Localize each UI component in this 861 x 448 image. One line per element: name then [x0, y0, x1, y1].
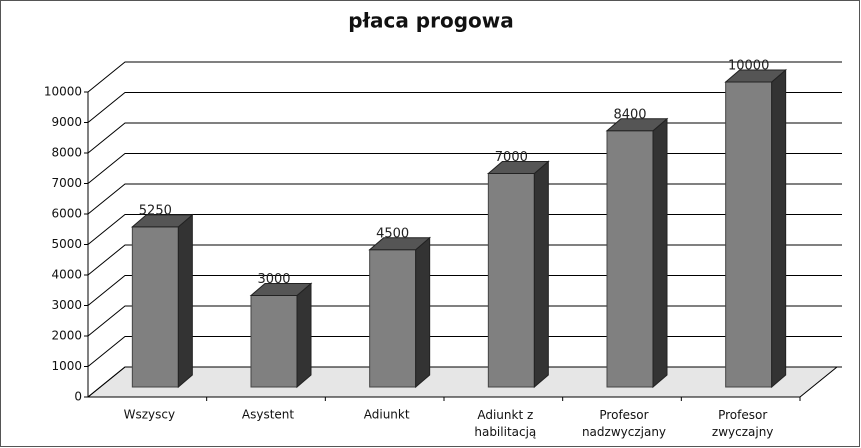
y-tick-label: 4000: [51, 268, 82, 282]
grid-line: [87, 275, 842, 306]
bar: [487, 173, 535, 388]
y-tick-label: 1000: [51, 359, 82, 373]
x-tick-label: Asystent: [242, 408, 295, 422]
bar-side: [177, 213, 193, 389]
bar: [725, 81, 773, 388]
grid-line: [87, 305, 842, 337]
bar: [131, 226, 179, 388]
y-tick-label: 5000: [51, 237, 82, 251]
bar-top: [605, 118, 669, 132]
bar-side: [771, 68, 787, 389]
y-tick-label: 3000: [51, 298, 82, 312]
x-tick-label: Adiunkt: [364, 408, 410, 422]
grid-line: [87, 92, 842, 123]
value-label: 4500: [376, 226, 409, 241]
y-tick-label: 6000: [51, 207, 82, 221]
grid-line: [87, 153, 842, 184]
y-tick-label: 9000: [51, 115, 82, 129]
value-label: 8400: [613, 107, 646, 122]
bar-top: [249, 283, 313, 296]
grid-line: [87, 244, 842, 276]
bar-side: [415, 236, 431, 389]
value-label: 3000: [257, 272, 290, 287]
y-tick-label: 2000: [51, 329, 82, 343]
value-label: 5250: [139, 203, 172, 218]
grid-line: [87, 61, 842, 93]
x-tick-label: Profesor zwyczajny: [712, 408, 774, 439]
y-tick-label: 8000: [51, 146, 82, 160]
bar: [606, 130, 654, 388]
value-label: 7000: [495, 150, 528, 165]
bar: [250, 295, 298, 388]
bar-top: [368, 237, 432, 251]
value-label: 10000: [728, 59, 769, 74]
bar-top: [130, 214, 194, 228]
grid-line: [87, 336, 842, 367]
bar-top: [486, 161, 550, 174]
floor: [86, 366, 839, 398]
bar-side: [296, 282, 312, 389]
x-tick-label: Profesor nadzwyczjany: [582, 408, 666, 439]
bar-side: [533, 160, 549, 389]
grid-line: [87, 122, 842, 154]
grid-line: [87, 214, 842, 245]
chart-title: płaca progowa: [348, 9, 514, 33]
y-tick-label: 7000: [51, 176, 82, 190]
bar: [369, 249, 417, 388]
bar-top: [724, 69, 788, 83]
y-tick-label: 0: [74, 390, 82, 404]
grid-line: [87, 366, 842, 398]
grid-line: [87, 183, 842, 215]
x-tick-label: Adiunkt z habilitacją: [474, 408, 536, 439]
bar-side: [652, 117, 668, 389]
x-tick-label: Wszyscy: [124, 408, 175, 422]
y-tick-label: 10000: [44, 85, 82, 99]
